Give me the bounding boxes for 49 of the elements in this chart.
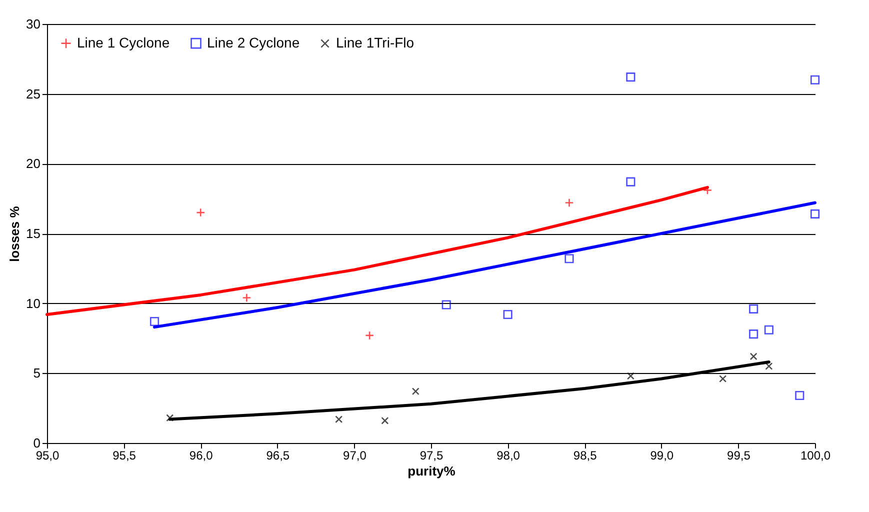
legend-label: Line 1 Cyclone: [77, 34, 170, 50]
x-axis-title: purity%: [408, 464, 456, 478]
point: [626, 177, 636, 186]
point: [166, 414, 174, 422]
line-series: [153, 201, 816, 329]
legend-label: Line 2 Cyclone: [207, 34, 300, 50]
y-tick-label: 25: [26, 86, 40, 102]
point: [810, 75, 820, 84]
y-tick-label: 30: [26, 16, 40, 32]
point: [412, 388, 420, 396]
x-tick-label: 98,0: [496, 448, 520, 462]
x-tick-label: 97,5: [420, 448, 444, 462]
x-tick-label: 98,5: [573, 448, 598, 462]
point: [503, 310, 512, 320]
x-tick-label: 100,0: [800, 448, 831, 462]
x-tick-label: 97,0: [343, 448, 367, 462]
y-tick-label: 15: [26, 226, 40, 241]
y-tick-label: 5: [33, 366, 40, 381]
point: [626, 72, 636, 82]
point: [749, 304, 758, 314]
point: [564, 198, 574, 208]
y-axis-title: losses %: [7, 206, 22, 262]
point: [242, 293, 252, 302]
y-tick-label: 0: [33, 436, 40, 450]
x-tick-label: 96,0: [189, 448, 214, 462]
point: [764, 325, 774, 334]
point: [196, 208, 206, 218]
point: [749, 330, 758, 339]
legend-label: Line 1Tri-Flo: [336, 34, 414, 50]
point: [810, 209, 820, 218]
point: [719, 375, 727, 382]
x-tick-label: 99,5: [727, 448, 751, 462]
point: [626, 372, 634, 380]
point: [335, 416, 343, 424]
point: [765, 362, 773, 370]
x-tick-label: 95,0: [36, 448, 60, 462]
x-tick-label: 95,5: [112, 448, 136, 462]
point: [442, 300, 451, 310]
point: [795, 390, 804, 400]
point: [150, 316, 160, 326]
x-tick-label: 96,5: [266, 448, 290, 462]
point: [381, 416, 389, 424]
point: [365, 330, 374, 340]
point: [750, 352, 758, 360]
line-series: [46, 186, 709, 316]
point: [564, 254, 574, 264]
x-tick-label: 99,0: [650, 448, 674, 462]
y-tick-label: 20: [26, 156, 40, 172]
y-tick-label: 10: [26, 296, 40, 311]
